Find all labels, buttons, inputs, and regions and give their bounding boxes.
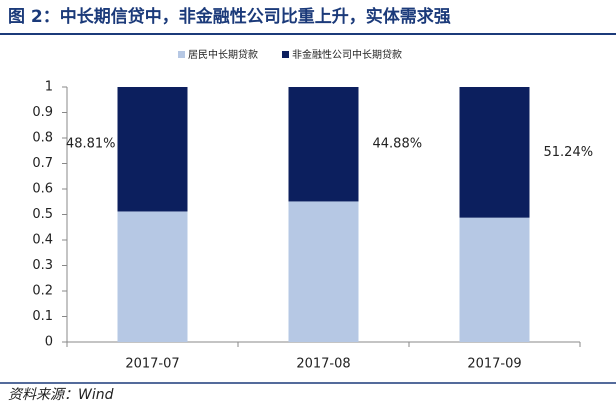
legend-swatch xyxy=(178,51,185,58)
bar-segment xyxy=(117,87,188,212)
bar-segment xyxy=(288,201,359,342)
bar-segment xyxy=(117,211,188,342)
y-tick-label: 0 xyxy=(45,335,53,350)
bar-segment xyxy=(459,87,530,218)
legend-label: 居民中长期贷款 xyxy=(188,48,258,61)
legend-label: 非金融性公司中长期贷款 xyxy=(292,48,402,61)
y-tick-label: 0.3 xyxy=(32,258,53,273)
y-tick-label: 0.4 xyxy=(32,233,53,248)
data-label: 48.81% xyxy=(66,137,116,152)
y-tick-label: 0.7 xyxy=(32,156,53,171)
y-tick-label: 0.9 xyxy=(32,105,53,120)
x-tick-label: 2017-07 xyxy=(125,357,179,372)
y-tick-label: 0.5 xyxy=(32,207,53,222)
y-tick-label: 0.6 xyxy=(32,182,53,197)
x-tick-label: 2017-09 xyxy=(467,357,521,372)
chart-title: 图 2：中长期信贷中，非金融性公司比重上升，实体需求强 xyxy=(8,6,451,27)
y-tick-label: 0.2 xyxy=(32,284,53,299)
data-label: 44.88% xyxy=(373,137,423,152)
data-label: 51.24% xyxy=(544,145,594,160)
y-tick-label: 1 xyxy=(45,80,53,95)
source-note: 资料来源：Wind xyxy=(8,387,114,403)
legend-swatch xyxy=(282,51,289,58)
y-tick-label: 0.1 xyxy=(32,309,53,324)
y-tick-label: 0.8 xyxy=(32,131,53,146)
bar-segment xyxy=(288,87,359,202)
x-tick-label: 2017-08 xyxy=(296,357,350,372)
bar-segment xyxy=(459,217,530,342)
